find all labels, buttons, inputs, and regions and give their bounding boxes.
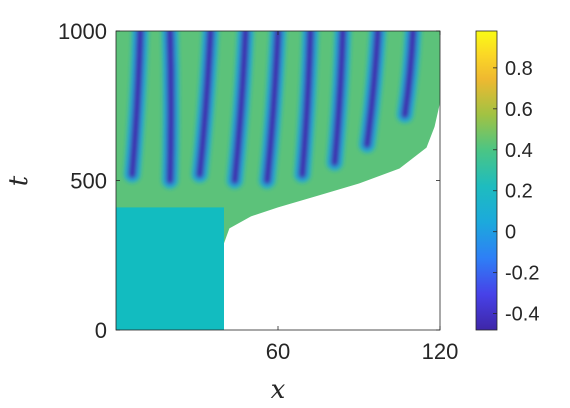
- colorbar-tick-label: 0.6: [505, 99, 533, 121]
- colorbar-tick-label: 0.8: [505, 58, 533, 80]
- x-tick-label: 120: [422, 339, 459, 364]
- stripe: [400, 31, 417, 119]
- y-tick-label: 0: [95, 318, 107, 343]
- y-axis-label: t: [4, 175, 34, 186]
- stripe: [128, 31, 145, 179]
- colorbar-tick-label: 0.4: [505, 140, 533, 162]
- colorbar-tick-label: 0.2: [505, 181, 533, 203]
- stripe: [298, 31, 315, 179]
- x-axis-label: x: [271, 375, 286, 405]
- colorbar-ticks: -0.4 -0.2 0 0.2 0.4 0.6 0.8: [493, 58, 539, 326]
- colorbar-bar: [475, 30, 498, 331]
- stripe: [330, 31, 347, 167]
- colorbar-tick-label: 0: [505, 222, 516, 244]
- stripes-group: [124, 31, 421, 189]
- y-axis-ticks: 0 500 1000: [58, 19, 440, 343]
- plot-area: 60 120 0 500 1000 x t: [4, 19, 458, 405]
- y-tick-label: 500: [70, 169, 107, 194]
- stripe: [363, 31, 382, 149]
- uniform-state-region: [116, 207, 224, 330]
- x-axis-ticks: 60 120: [266, 31, 459, 364]
- colorbar-tick-label: -0.4: [505, 304, 539, 326]
- colorbar: -0.4 -0.2 0 0.2 0.4 0.6 0.8: [475, 30, 539, 331]
- stripe: [230, 31, 250, 185]
- stripe: [166, 31, 175, 185]
- stripe: [195, 31, 215, 179]
- x-tick-label: 60: [266, 339, 290, 364]
- y-tick-label: 1000: [58, 19, 107, 44]
- stripe: [263, 31, 282, 185]
- colorbar-tick-label: -0.2: [505, 263, 539, 285]
